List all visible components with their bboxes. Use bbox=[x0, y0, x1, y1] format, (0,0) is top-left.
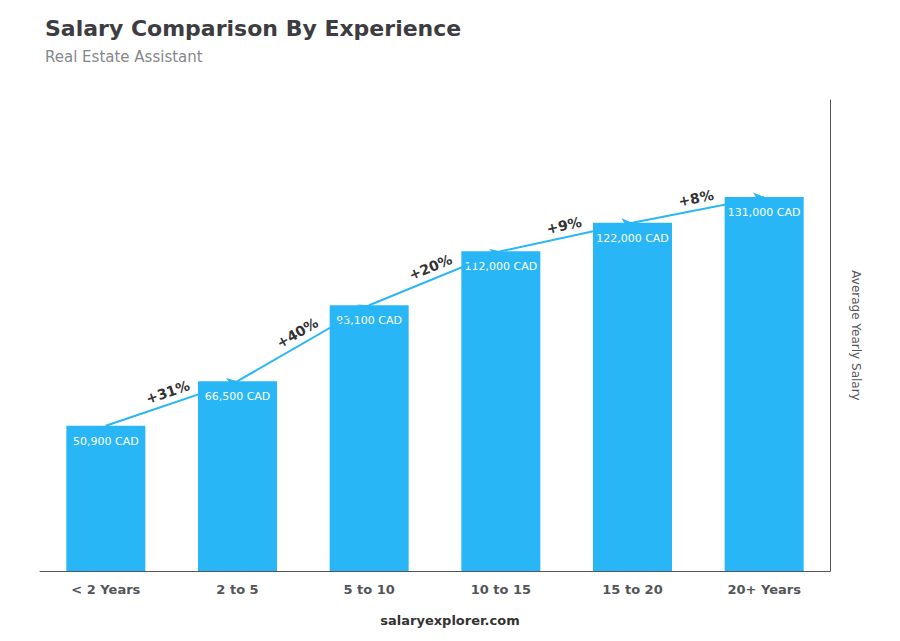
svg-text:salaryexplorer.com: salaryexplorer.com bbox=[380, 613, 519, 628]
svg-text:Real Estate Assistant: Real Estate Assistant bbox=[45, 48, 203, 66]
svg-text:+20%: +20% bbox=[407, 251, 455, 283]
svg-text:131,000 CAD: 131,000 CAD bbox=[728, 206, 801, 219]
svg-text:50,900 CAD: 50,900 CAD bbox=[73, 435, 139, 448]
svg-text:15 to 20: 15 to 20 bbox=[602, 582, 662, 597]
svg-text:Salary Comparison By Experienc: Salary Comparison By Experience bbox=[45, 16, 461, 41]
svg-text:< 2 Years: < 2 Years bbox=[71, 582, 140, 597]
svg-text:2 to 5: 2 to 5 bbox=[216, 582, 258, 597]
svg-text:122,000 CAD: 122,000 CAD bbox=[596, 232, 669, 245]
svg-text:+31%: +31% bbox=[144, 377, 192, 407]
svg-text:+40%: +40% bbox=[274, 315, 321, 351]
svg-text:+9%: +9% bbox=[545, 214, 583, 237]
svg-text:10 to 15: 10 to 15 bbox=[471, 582, 531, 597]
svg-text:93,100 CAD: 93,100 CAD bbox=[336, 314, 402, 327]
svg-text:+8%: +8% bbox=[677, 187, 715, 210]
svg-text:66,500 CAD: 66,500 CAD bbox=[205, 390, 271, 403]
svg-text:112,000 CAD: 112,000 CAD bbox=[464, 260, 538, 274]
svg-text:5 to 10: 5 to 10 bbox=[343, 582, 394, 597]
svg-text:20+ Years: 20+ Years bbox=[727, 582, 801, 597]
svg-text:Average Yearly Salary: Average Yearly Salary bbox=[849, 270, 863, 400]
